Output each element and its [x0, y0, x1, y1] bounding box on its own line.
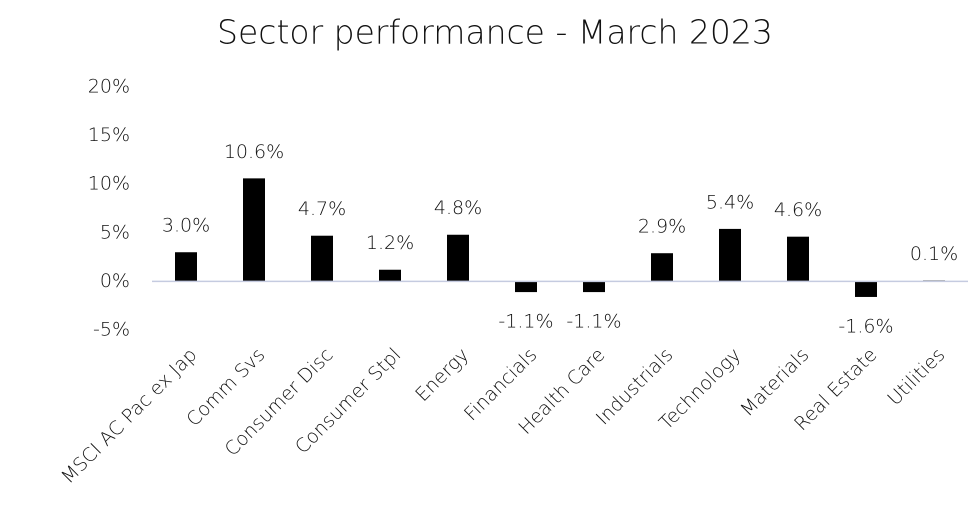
value-label: -1.1%	[566, 311, 621, 333]
value-label: 4.8%	[434, 197, 482, 219]
value-label: 4.7%	[298, 198, 346, 220]
y-tick-label: 5%	[100, 221, 130, 243]
x-tick-label: MSCI AC Pac ex Jap	[57, 344, 201, 488]
value-label: 3.0%	[162, 215, 210, 237]
value-label: 1.2%	[366, 232, 414, 254]
value-label: 4.6%	[774, 199, 822, 221]
value-label: 0.1%	[910, 243, 958, 265]
bar	[175, 252, 197, 282]
value-label: -1.1%	[498, 311, 553, 333]
bar	[311, 235, 333, 282]
value-label: 10.6%	[224, 141, 284, 163]
bar	[855, 281, 877, 297]
bar	[515, 281, 537, 293]
bar	[719, 228, 741, 282]
chart-title: Sector performance - March 2023	[217, 13, 773, 52]
value-label: 2.9%	[638, 216, 686, 238]
y-tick-label: -5%	[93, 319, 130, 341]
value-label: -1.6%	[838, 315, 893, 337]
y-tick-label: 20%	[88, 76, 130, 98]
y-tick-label: 10%	[88, 173, 130, 195]
bar	[787, 236, 809, 282]
value-label: 5.4%	[706, 191, 754, 213]
x-tick-label: Energy	[411, 344, 473, 406]
bar	[583, 281, 605, 293]
bar	[379, 269, 401, 282]
bar	[447, 234, 469, 282]
bar	[651, 253, 673, 282]
y-tick-label: 0%	[100, 270, 130, 292]
x-tick-label: Utilities	[883, 344, 949, 410]
bar	[243, 178, 265, 282]
y-tick-label: 15%	[88, 124, 130, 146]
